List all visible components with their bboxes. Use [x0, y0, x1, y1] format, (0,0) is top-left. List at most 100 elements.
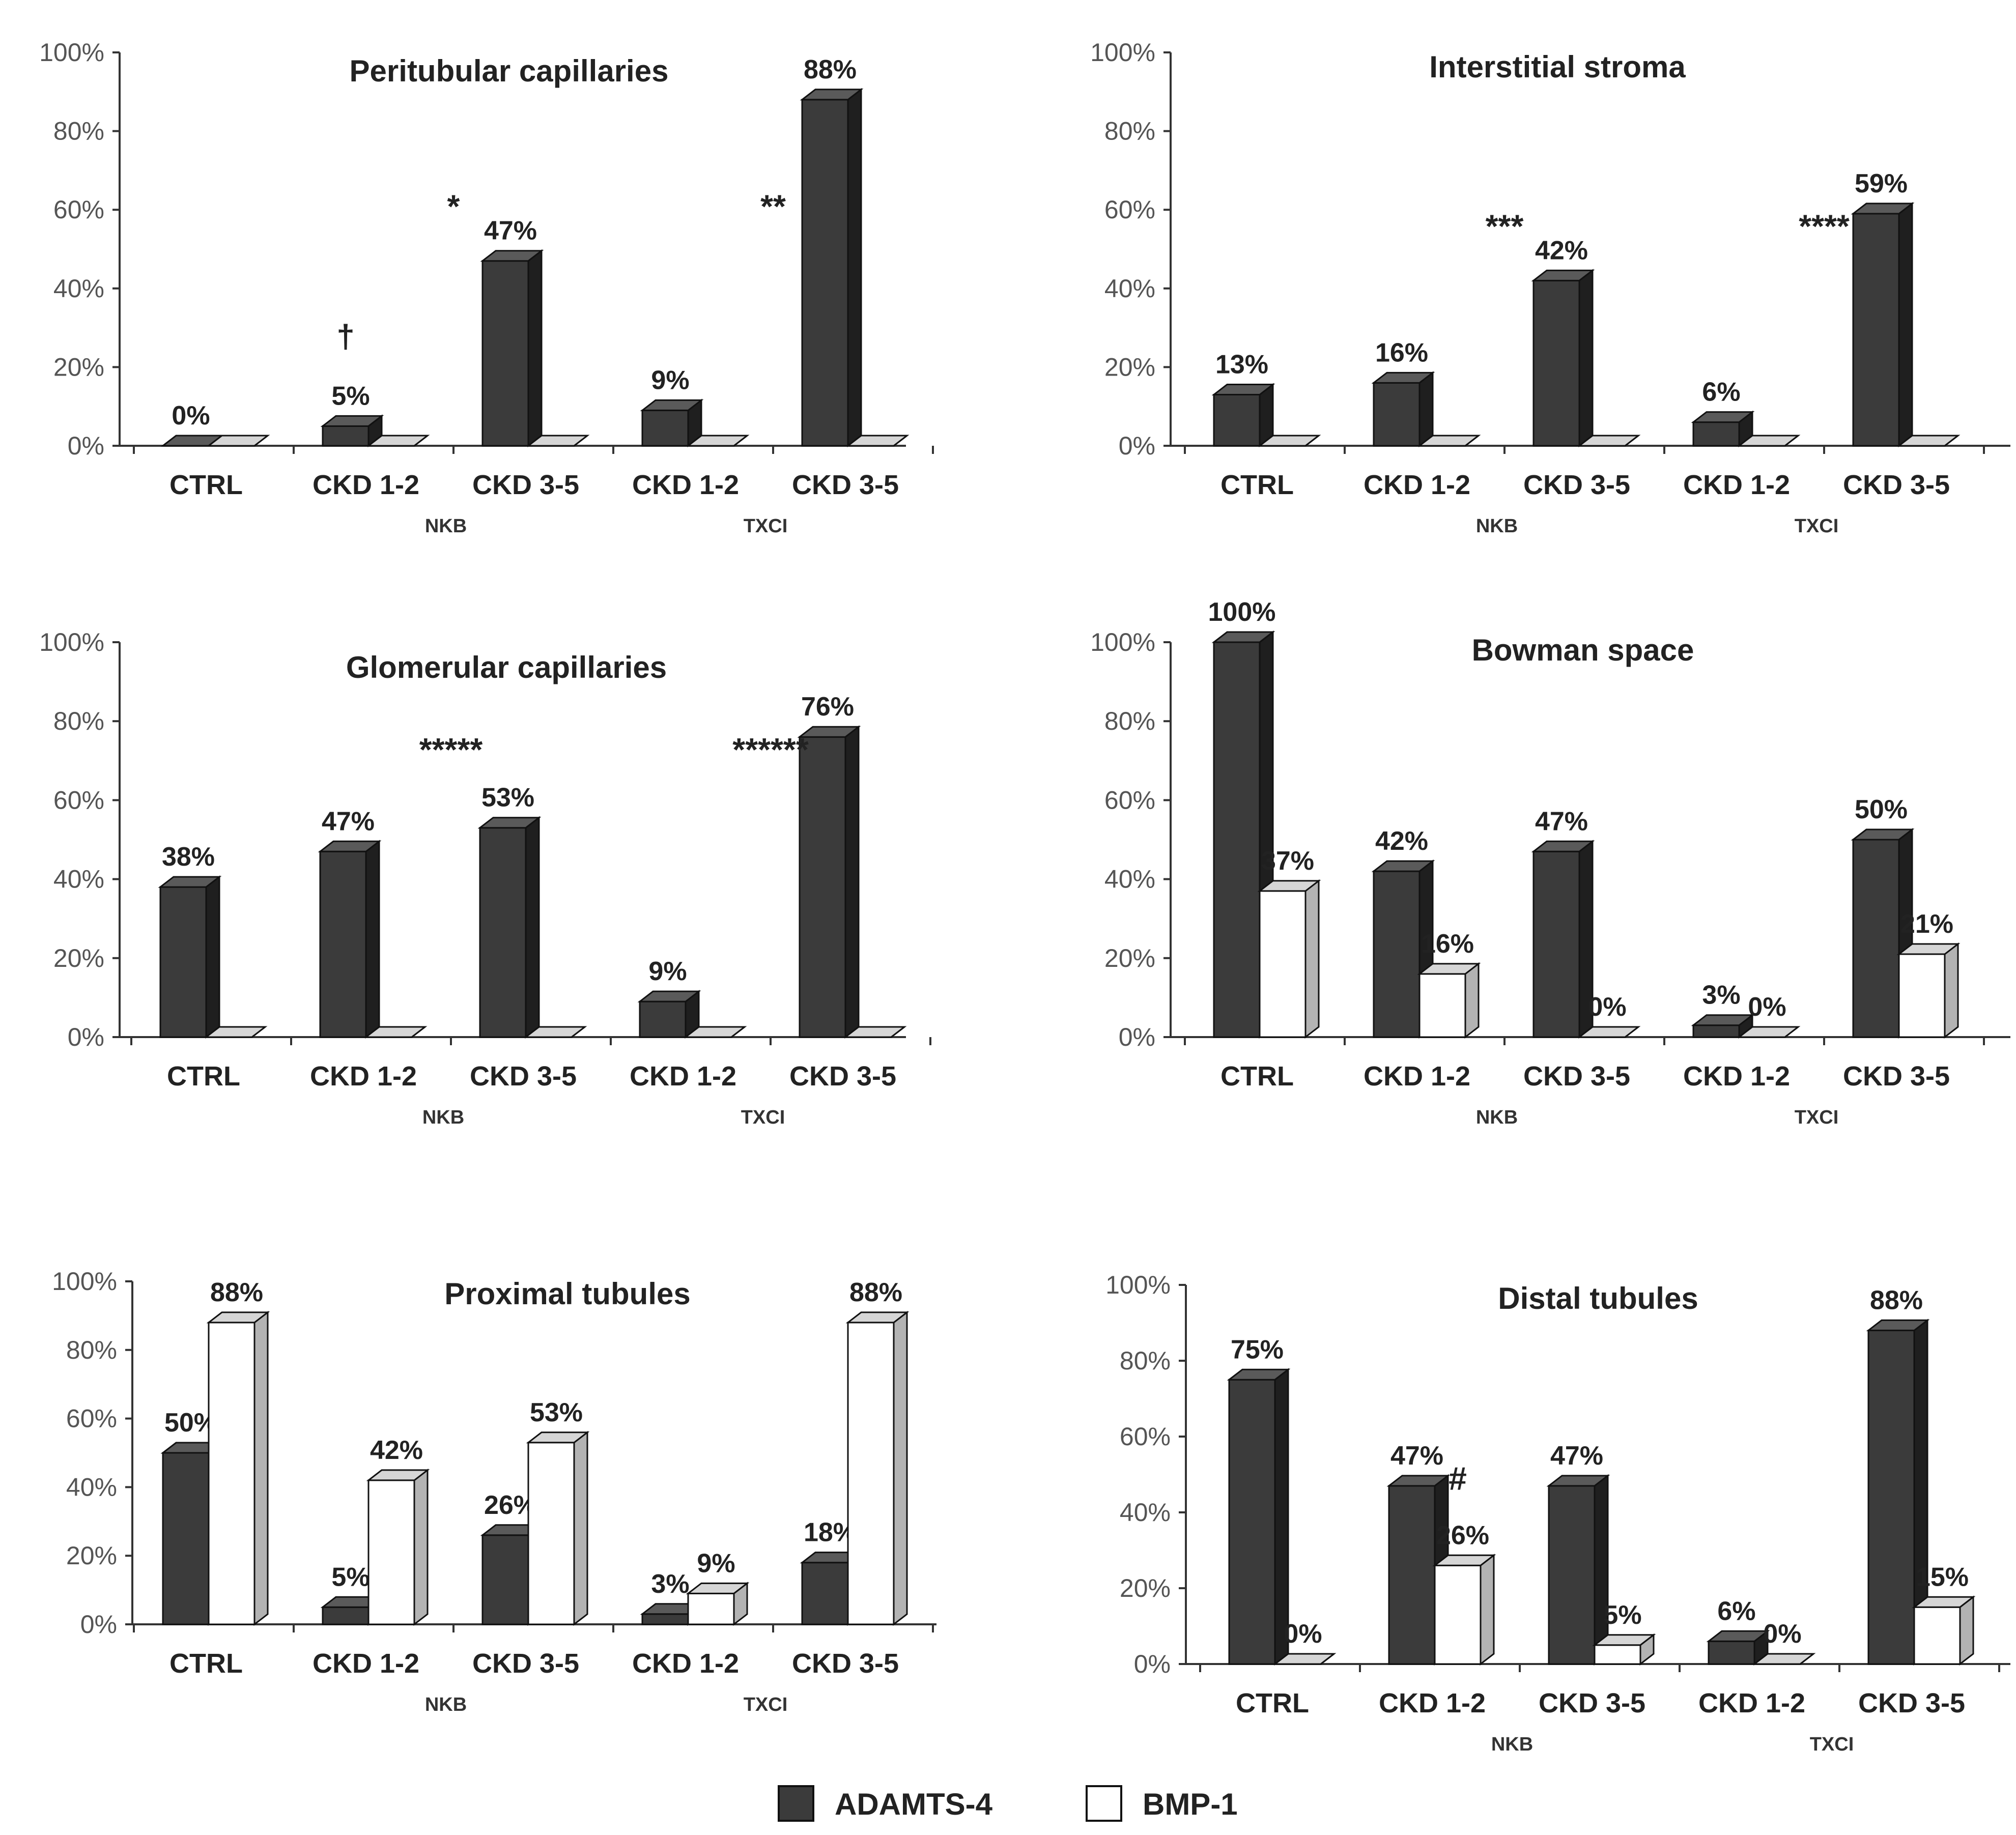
bar-side — [847, 88, 862, 448]
bar-top — [1211, 384, 1275, 396]
bar-front — [1898, 953, 1946, 1038]
category-label: CTRL — [1236, 1688, 1309, 1718]
bar-front — [1373, 870, 1421, 1038]
bar-top — [686, 435, 750, 447]
value-label-bmp-1: 0% — [1284, 1619, 1322, 1649]
value-label-adamts-4: 53% — [481, 783, 534, 813]
bar-top — [526, 435, 590, 447]
bar-front — [319, 850, 367, 1038]
value-label-bmp-1: 21% — [1900, 909, 1953, 939]
bar-top — [523, 1026, 587, 1038]
bar-adamts-4 — [1211, 383, 1275, 448]
bar-bmp-1 — [1752, 1653, 1816, 1665]
bar-top — [477, 817, 542, 829]
category-label: CKD 1-2 — [313, 1648, 419, 1679]
bar-side — [1959, 1595, 1974, 1666]
group-label: TXCI — [1795, 515, 1839, 537]
bar-side — [1898, 202, 1913, 448]
bar-top — [1417, 963, 1481, 975]
bar-top — [1691, 1014, 1755, 1026]
category-label: CKD 3-5 — [792, 470, 899, 500]
y-tick-label: 20% — [53, 353, 104, 381]
bar-adamts-4 — [797, 725, 861, 1039]
bar-top — [1752, 1653, 1816, 1665]
category-label: CKD 1-2 — [1364, 1061, 1470, 1092]
y-tick-label: 60% — [53, 786, 104, 814]
bar-side — [844, 725, 860, 1039]
bar-front — [801, 1562, 849, 1625]
value-label-bmp-1: 88% — [210, 1278, 263, 1307]
y-tick-label: 80% — [53, 707, 104, 735]
value-label-adamts-4: 59% — [1855, 169, 1908, 198]
bar-front — [208, 1322, 255, 1625]
bar-side — [1944, 942, 1959, 1039]
y-tick-label: 80% — [1104, 707, 1155, 735]
bar-front — [1434, 1564, 1482, 1665]
bar-adamts-4 — [480, 249, 544, 448]
bar-top — [1737, 435, 1801, 447]
bar-side — [1578, 269, 1594, 448]
bar-adamts-4 — [318, 840, 382, 1039]
bar-top — [526, 1431, 590, 1444]
bar-side — [893, 1310, 908, 1626]
bar-top — [1706, 1630, 1770, 1642]
bar-bmp-1 — [1737, 1026, 1801, 1038]
value-label-adamts-4: 76% — [801, 692, 854, 722]
category-label: CTRL — [1220, 470, 1294, 500]
category-label: CKD 3-5 — [792, 1648, 899, 1679]
bar-front — [1213, 641, 1261, 1038]
value-label-adamts-4: 6% — [1717, 1596, 1755, 1626]
y-tick-label: 60% — [1104, 786, 1155, 814]
bar-front — [162, 1452, 210, 1625]
bar-bmp-1 — [366, 1468, 430, 1626]
bar-top — [1371, 860, 1435, 872]
bar-side — [1304, 879, 1320, 1039]
bar-side — [573, 1430, 588, 1626]
category-label: CKD 1-2 — [1698, 1688, 1805, 1718]
bar-bmp-1 — [1257, 435, 1321, 447]
category-label: CTRL — [1220, 1061, 1294, 1092]
legend-swatch — [1086, 1785, 1122, 1822]
y-tick-label: 40% — [66, 1473, 117, 1501]
significance-marker: ****** — [732, 731, 809, 768]
bar-bmp-1 — [1896, 435, 1961, 447]
category-label: CKD 1-2 — [632, 1648, 739, 1679]
chart-panel-3: 0% 20% 40% 60% 80% 100% Glomerular capillaries… — [39, 628, 931, 1128]
value-label-bmp-1: 37% — [1261, 846, 1314, 876]
bar-bmp-1 — [363, 1026, 428, 1038]
bar-top — [1227, 1368, 1291, 1381]
category-label: CKD 3-5 — [1843, 1061, 1950, 1092]
category-label: CKD 1-2 — [630, 1061, 736, 1092]
bar-side — [1480, 1554, 1495, 1666]
bar-front — [322, 425, 370, 447]
bar-front — [481, 260, 529, 447]
bar-bmp-1 — [686, 435, 750, 447]
y-tick-label: 40% — [53, 865, 104, 894]
significance-marker: † — [336, 318, 355, 355]
value-label-adamts-4: 42% — [1375, 826, 1428, 856]
bar-bmp-1 — [206, 1310, 270, 1626]
value-label-bmp-1: 9% — [697, 1549, 735, 1578]
category-label: CKD 1-2 — [310, 1061, 417, 1092]
significance-marker: # — [1449, 1460, 1467, 1497]
y-tick-label: 20% — [1120, 1574, 1171, 1602]
category-label: CKD 3-5 — [472, 470, 579, 500]
group-label: TXCI — [1795, 1107, 1839, 1128]
bar-front — [1708, 1640, 1755, 1665]
y-tick-label: 40% — [1104, 274, 1155, 303]
chart-title: Peritubular capillaries — [350, 54, 669, 88]
bar-front — [1373, 382, 1421, 447]
bar-top — [1691, 411, 1755, 423]
value-label-adamts-4: 3% — [651, 1569, 689, 1599]
chart-title: Proximal tubules — [444, 1277, 690, 1311]
bar-front — [322, 1606, 370, 1625]
bar-bmp-1 — [686, 1582, 750, 1626]
bar-top — [800, 89, 864, 101]
chart-panel-1: 0% 20% 40% 60% 80% 100% Peritubular capillarie… — [39, 38, 934, 537]
value-label-adamts-4: 47% — [1535, 807, 1588, 836]
bar-top — [318, 840, 382, 852]
bar-top — [640, 399, 704, 411]
bar-bmp-1 — [1592, 1633, 1656, 1666]
bar-front — [1228, 1379, 1276, 1665]
y-tick-label: 0% — [80, 1610, 117, 1639]
